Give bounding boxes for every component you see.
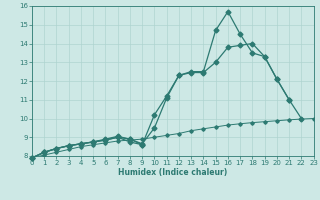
- X-axis label: Humidex (Indice chaleur): Humidex (Indice chaleur): [118, 168, 228, 177]
